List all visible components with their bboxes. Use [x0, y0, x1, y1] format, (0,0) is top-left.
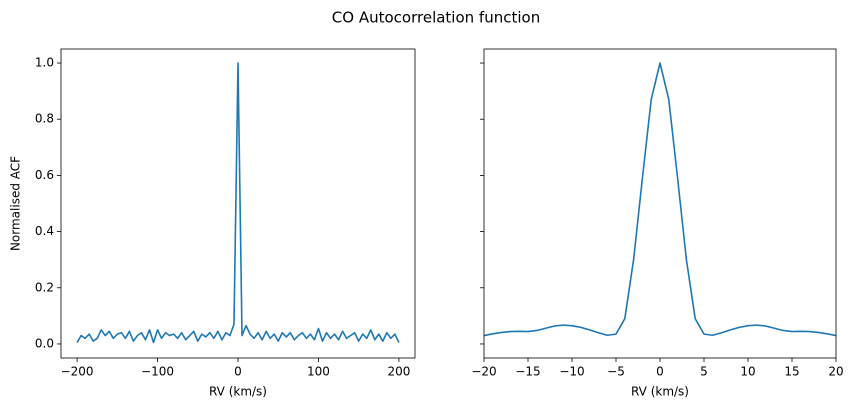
x-axis-label: RV (km/s) — [631, 385, 689, 399]
y-tick-label: 0.4 — [35, 224, 54, 238]
y-axis-label: Normalised ACF — [9, 156, 23, 251]
y-tick-label: 0.6 — [35, 168, 54, 182]
x-tick-label: 10 — [740, 365, 755, 379]
x-tick-label: −5 — [607, 365, 625, 379]
axes-frame — [60, 48, 416, 359]
x-axis-label: RV (km/s) — [209, 385, 267, 399]
data-line — [484, 62, 836, 337]
axes-frame — [483, 48, 837, 359]
y-tick-label: 1.0 — [35, 56, 54, 70]
x-tick-label: 200 — [387, 365, 410, 379]
figure-title: CO Autocorrelation function — [332, 9, 540, 27]
x-tick-label: −200 — [61, 365, 94, 379]
y-tick-label: 0.8 — [35, 112, 54, 126]
x-tick-label: 100 — [307, 365, 330, 379]
x-tick-label: 5 — [700, 365, 708, 379]
x-tick-label: 15 — [784, 365, 799, 379]
x-tick-label: 0 — [656, 365, 664, 379]
x-tick-label: −15 — [515, 365, 540, 379]
data-line — [76, 62, 400, 344]
y-tick-label: 0.2 — [35, 280, 54, 294]
x-tick-label: 20 — [828, 365, 843, 379]
x-tick-label: −10 — [559, 365, 584, 379]
x-tick-label: 0 — [234, 365, 242, 379]
y-tick-label: 0.0 — [35, 336, 54, 350]
x-tick-label: −20 — [471, 365, 496, 379]
x-tick-label: −100 — [141, 365, 174, 379]
